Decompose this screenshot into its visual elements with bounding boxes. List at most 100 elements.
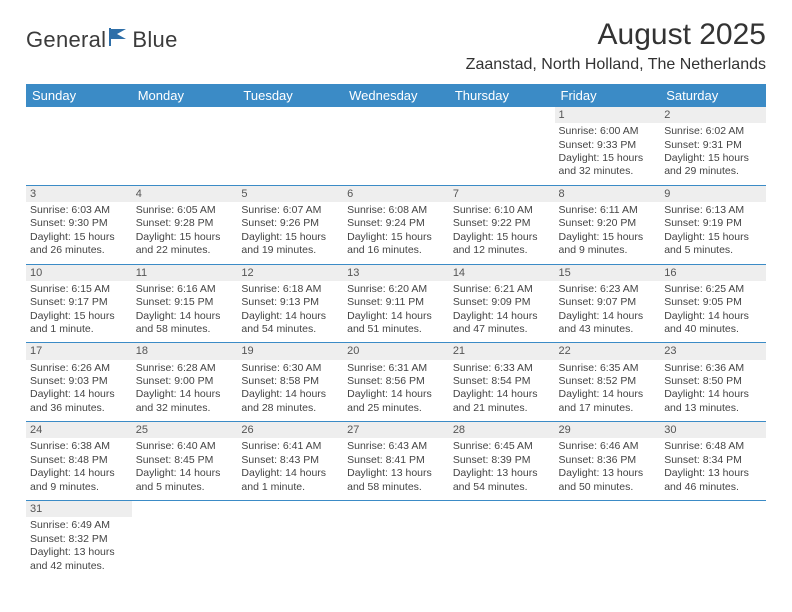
daylight-text: Daylight: 14 hours and 13 minutes. (664, 388, 762, 415)
daylight-text: Daylight: 14 hours and 9 minutes. (30, 467, 128, 494)
page: General Blue August 2025 Zaanstad, North… (0, 0, 792, 589)
calendar-cell: 29Sunrise: 6:46 AMSunset: 8:36 PMDayligh… (555, 422, 661, 501)
daylight-text: Daylight: 14 hours and 28 minutes. (241, 388, 339, 415)
day-number: 2 (660, 107, 766, 123)
col-tuesday: Tuesday (237, 84, 343, 107)
sunrise-text: Sunrise: 6:36 AM (664, 362, 762, 375)
sunset-text: Sunset: 9:15 PM (136, 296, 234, 309)
logo: General Blue (26, 26, 178, 53)
calendar-cell: 7Sunrise: 6:10 AMSunset: 9:22 PMDaylight… (449, 185, 555, 264)
day-number: 28 (449, 422, 555, 438)
sunrise-text: Sunrise: 6:46 AM (559, 440, 657, 453)
sunset-text: Sunset: 8:32 PM (30, 533, 128, 546)
day-number: 10 (26, 265, 132, 281)
sunrise-text: Sunrise: 6:26 AM (30, 362, 128, 375)
sunset-text: Sunset: 8:50 PM (664, 375, 762, 388)
weekday-header-row: Sunday Monday Tuesday Wednesday Thursday… (26, 84, 766, 107)
calendar-cell: 3Sunrise: 6:03 AMSunset: 9:30 PMDaylight… (26, 185, 132, 264)
sunset-text: Sunset: 8:48 PM (30, 454, 128, 467)
daylight-text: Daylight: 14 hours and 17 minutes. (559, 388, 657, 415)
calendar-cell: 26Sunrise: 6:41 AMSunset: 8:43 PMDayligh… (237, 422, 343, 501)
sunrise-text: Sunrise: 6:18 AM (241, 283, 339, 296)
daylight-text: Daylight: 15 hours and 12 minutes. (453, 231, 551, 258)
logo-text-a: General (26, 27, 106, 53)
sunset-text: Sunset: 9:31 PM (664, 139, 762, 152)
calendar-cell: 31Sunrise: 6:49 AMSunset: 8:32 PMDayligh… (26, 501, 132, 579)
day-number: 21 (449, 343, 555, 359)
daylight-text: Daylight: 14 hours and 54 minutes. (241, 310, 339, 337)
sunset-text: Sunset: 9:03 PM (30, 375, 128, 388)
daylight-text: Daylight: 15 hours and 29 minutes. (664, 152, 762, 179)
sunset-text: Sunset: 8:52 PM (559, 375, 657, 388)
day-number: 19 (237, 343, 343, 359)
day-number: 18 (132, 343, 238, 359)
day-number: 23 (660, 343, 766, 359)
location-text: Zaanstad, North Holland, The Netherlands (466, 56, 766, 74)
calendar-cell: 25Sunrise: 6:40 AMSunset: 8:45 PMDayligh… (132, 422, 238, 501)
day-number: 5 (237, 186, 343, 202)
calendar-cell: 10Sunrise: 6:15 AMSunset: 9:17 PMDayligh… (26, 264, 132, 343)
sunrise-text: Sunrise: 6:38 AM (30, 440, 128, 453)
sunset-text: Sunset: 8:54 PM (453, 375, 551, 388)
sunrise-text: Sunrise: 6:43 AM (347, 440, 445, 453)
sunrise-text: Sunrise: 6:31 AM (347, 362, 445, 375)
calendar-cell (555, 501, 661, 579)
calendar-cell: 30Sunrise: 6:48 AMSunset: 8:34 PMDayligh… (660, 422, 766, 501)
calendar-cell: 13Sunrise: 6:20 AMSunset: 9:11 PMDayligh… (343, 264, 449, 343)
sunset-text: Sunset: 9:09 PM (453, 296, 551, 309)
daylight-text: Daylight: 15 hours and 19 minutes. (241, 231, 339, 258)
sunset-text: Sunset: 9:30 PM (30, 217, 128, 230)
day-number: 20 (343, 343, 449, 359)
day-number: 6 (343, 186, 449, 202)
day-number: 7 (449, 186, 555, 202)
day-number: 15 (555, 265, 661, 281)
title-block: August 2025 Zaanstad, North Holland, The… (466, 18, 766, 74)
calendar-cell: 5 Sunrise: 6:07 AMSunset: 9:26 PMDaylight… (237, 185, 343, 264)
sunset-text: Sunset: 9:05 PM (664, 296, 762, 309)
calendar-cell (660, 501, 766, 579)
sunrise-text: Sunrise: 6:10 AM (453, 204, 551, 217)
sunrise-text: Sunrise: 6:28 AM (136, 362, 234, 375)
calendar-cell: 21Sunrise: 6:33 AMSunset: 8:54 PMDayligh… (449, 343, 555, 422)
daylight-text: Daylight: 14 hours and 58 minutes. (136, 310, 234, 337)
sunrise-text: Sunrise: 6:16 AM (136, 283, 234, 296)
flag-icon (108, 26, 130, 53)
col-monday: Monday (132, 84, 238, 107)
calendar-cell (132, 501, 238, 579)
calendar-cell (449, 107, 555, 185)
calendar-cell: 15Sunrise: 6:23 AMSunset: 9:07 PMDayligh… (555, 264, 661, 343)
day-number: 11 (132, 265, 238, 281)
sunset-text: Sunset: 9:28 PM (136, 217, 234, 230)
calendar-cell: 19 Sunrise: 6:30 AMSunset: 8:58 PMDayligh… (237, 343, 343, 422)
month-title: August 2025 (466, 18, 766, 52)
sunrise-text: Sunrise: 6:25 AM (664, 283, 762, 296)
col-friday: Friday (555, 84, 661, 107)
calendar-cell: 11 Sunrise: 6:16 AMSunset: 9:15 PMDayligh… (132, 264, 238, 343)
col-sunday: Sunday (26, 84, 132, 107)
daylight-text: Daylight: 14 hours and 5 minutes. (136, 467, 234, 494)
calendar-cell: 14Sunrise: 6:21 AMSunset: 9:09 PMDayligh… (449, 264, 555, 343)
sunrise-text: Sunrise: 6:41 AM (241, 440, 339, 453)
daylight-text: Daylight: 14 hours and 1 minute. (241, 467, 339, 494)
sunrise-text: Sunrise: 6:48 AM (664, 440, 762, 453)
daylight-text: Daylight: 13 hours and 58 minutes. (347, 467, 445, 494)
daylight-text: Daylight: 14 hours and 32 minutes. (136, 388, 234, 415)
sunrise-text: Sunrise: 6:07 AM (241, 204, 339, 217)
sunset-text: Sunset: 9:26 PM (241, 217, 339, 230)
calendar-row: 10Sunrise: 6:15 AMSunset: 9:17 PMDayligh… (26, 264, 766, 343)
calendar-row: 1Sunrise: 6:00 AMSunset: 9:33 PMDaylight… (26, 107, 766, 185)
sunrise-text: Sunrise: 6:30 AM (241, 362, 339, 375)
sunset-text: Sunset: 8:43 PM (241, 454, 339, 467)
sunrise-text: Sunrise: 6:40 AM (136, 440, 234, 453)
sunset-text: Sunset: 9:00 PM (136, 375, 234, 388)
logo-text-b: Blue (132, 27, 177, 53)
sunset-text: Sunset: 8:58 PM (241, 375, 339, 388)
daylight-text: Daylight: 14 hours and 43 minutes. (559, 310, 657, 337)
sunset-text: Sunset: 9:11 PM (347, 296, 445, 309)
daylight-text: Daylight: 14 hours and 47 minutes. (453, 310, 551, 337)
sunset-text: Sunset: 8:39 PM (453, 454, 551, 467)
daylight-text: Daylight: 15 hours and 26 minutes. (30, 231, 128, 258)
daylight-text: Daylight: 15 hours and 1 minute. (30, 310, 128, 337)
sunset-text: Sunset: 8:45 PM (136, 454, 234, 467)
sunset-text: Sunset: 9:13 PM (241, 296, 339, 309)
